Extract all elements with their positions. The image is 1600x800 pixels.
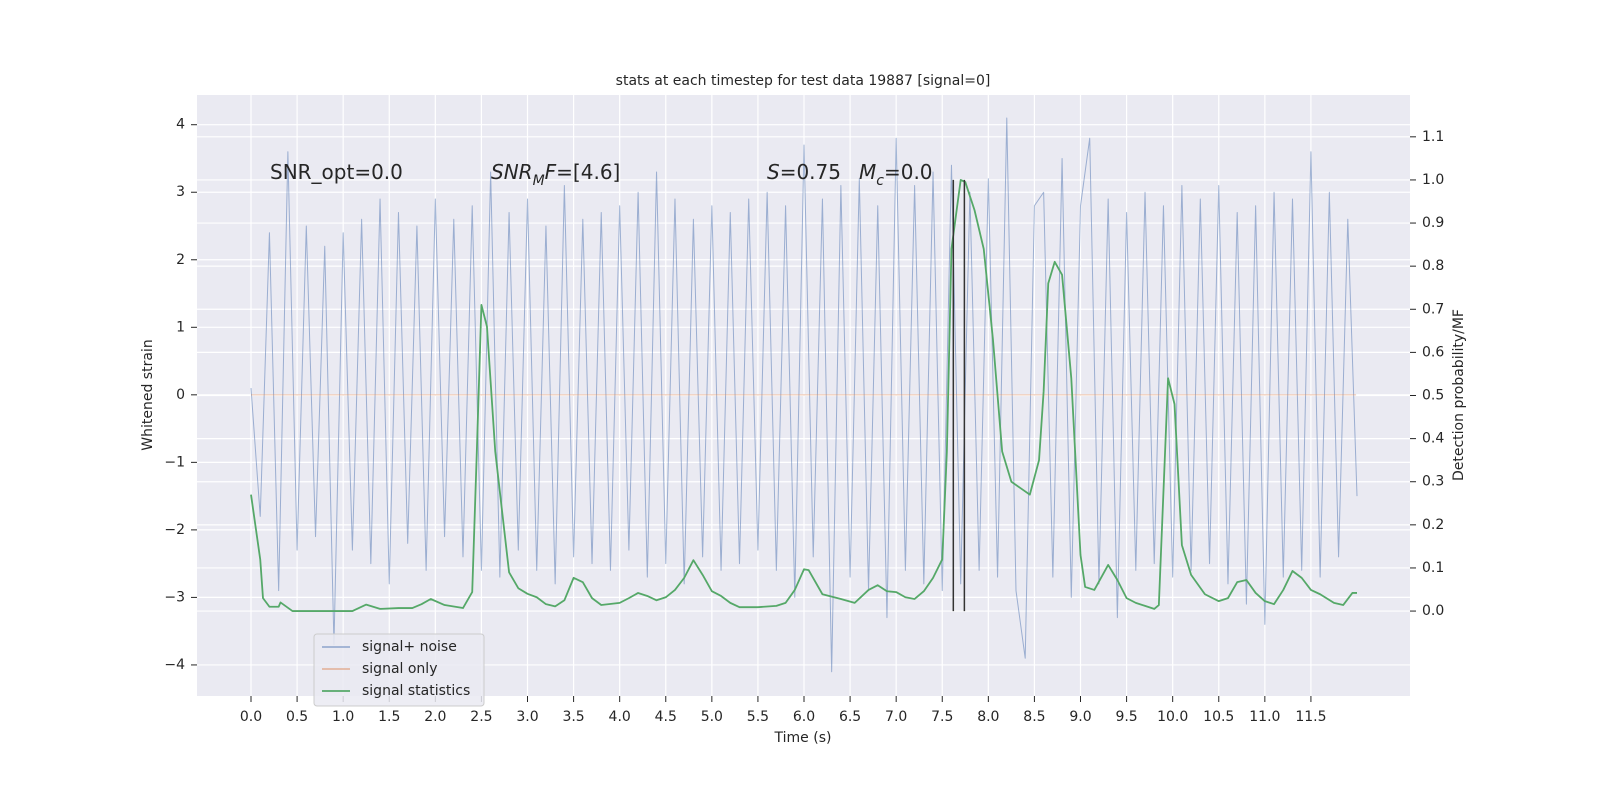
y-tick-label: 1 <box>176 319 185 335</box>
y-axis-label: Whitened strain <box>140 339 156 450</box>
chart-title: stats at each timestep for test data 198… <box>616 73 991 89</box>
x-tick-label: 4.0 <box>609 709 631 725</box>
x-tick-label: 11.5 <box>1295 709 1326 725</box>
y2-tick-label: 0.8 <box>1422 258 1444 274</box>
y2-tick-label: 0.9 <box>1422 215 1444 231</box>
annotation-part: =0.75 <box>780 160 841 184</box>
y-tick-label: 4 <box>176 117 185 133</box>
annotation: SNRMF=[4.6] <box>491 160 620 190</box>
x-tick-label: 5.0 <box>701 709 723 725</box>
y2-tick-label: 0.6 <box>1422 344 1444 360</box>
annotation-part: SNR <box>491 160 533 184</box>
annotation-part: =0.0 <box>884 160 933 184</box>
y2-tick-label: 0.0 <box>1422 603 1444 619</box>
x-tick-label: 6.5 <box>839 709 861 725</box>
x-tick-label: 9.0 <box>1069 709 1091 725</box>
annotation: Mc=0.0 <box>859 160 933 190</box>
y2-tick-label: 0.2 <box>1422 517 1444 533</box>
y2-tick-label: 1.1 <box>1422 129 1444 145</box>
y-tick-label: 2 <box>176 252 185 268</box>
x-tick-label: 4.5 <box>655 709 677 725</box>
y-tick-label: 0 <box>176 387 185 403</box>
x-tick-label: 2.0 <box>424 709 446 725</box>
series-line <box>250 117 1358 673</box>
x-tick-label: 10.0 <box>1157 709 1188 725</box>
x-tick-label: 11.0 <box>1249 709 1280 725</box>
annotation-part: =[4.6] <box>556 160 620 184</box>
y-tick-label: −2 <box>164 522 185 538</box>
x-tick-label: 7.0 <box>885 709 907 725</box>
legend: signal+ noise signal only signal statistic… <box>313 633 485 707</box>
y2-tick-label: 0.5 <box>1422 388 1444 404</box>
annotation: SNR_opt=0.0 <box>270 160 403 184</box>
legend-label: signal only <box>362 661 437 677</box>
annotation-part: c <box>876 173 884 189</box>
x-tick-label: 7.5 <box>931 709 953 725</box>
x-axis-label: Time (s) <box>774 730 832 746</box>
y-tick-label: 3 <box>176 184 185 200</box>
x-tick-label: 3.5 <box>562 709 584 725</box>
x-tick-label: 9.5 <box>1115 709 1137 725</box>
x-tick-label: 1.5 <box>378 709 400 725</box>
x-tick-label: 0.0 <box>240 709 262 725</box>
annotation-part: M <box>533 173 545 189</box>
legend-label: signal+ noise <box>362 639 457 655</box>
annotation-part: M <box>859 160 876 184</box>
annotation-part: SNR_opt=0.0 <box>270 160 403 184</box>
y2-tick-label: 0.7 <box>1422 301 1444 317</box>
x-tick-label: 5.5 <box>747 709 769 725</box>
annotation: S=0.75 <box>767 160 841 184</box>
x-tick-label: 6.0 <box>793 709 815 725</box>
x-tick-label: 8.5 <box>1023 709 1045 725</box>
x-tick-label: 1.0 <box>332 709 354 725</box>
y2-tick-label: 0.3 <box>1422 474 1444 490</box>
x-tick-label: 3.0 <box>516 709 538 725</box>
x-tick-label: 8.0 <box>977 709 999 725</box>
series-line <box>250 179 1358 612</box>
annotation-part: F <box>545 160 557 184</box>
legend-box <box>313 633 485 707</box>
x-tick-label: 10.5 <box>1203 709 1234 725</box>
y2-axis-label: Detection probability/MF <box>1451 309 1467 481</box>
legend-label: signal statistics <box>362 683 470 699</box>
y-tick-label: −3 <box>164 589 185 605</box>
y-tick-label: −4 <box>164 657 185 673</box>
y2-tick-label: 0.4 <box>1422 431 1444 447</box>
x-tick-label: 2.5 <box>470 709 492 725</box>
annotation-part: S <box>767 160 780 184</box>
y2-tick-label: 0.1 <box>1422 560 1444 576</box>
y2-tick-label: 1.0 <box>1422 172 1444 188</box>
y-tick-label: −1 <box>164 454 185 470</box>
x-tick-label: 0.5 <box>286 709 308 725</box>
